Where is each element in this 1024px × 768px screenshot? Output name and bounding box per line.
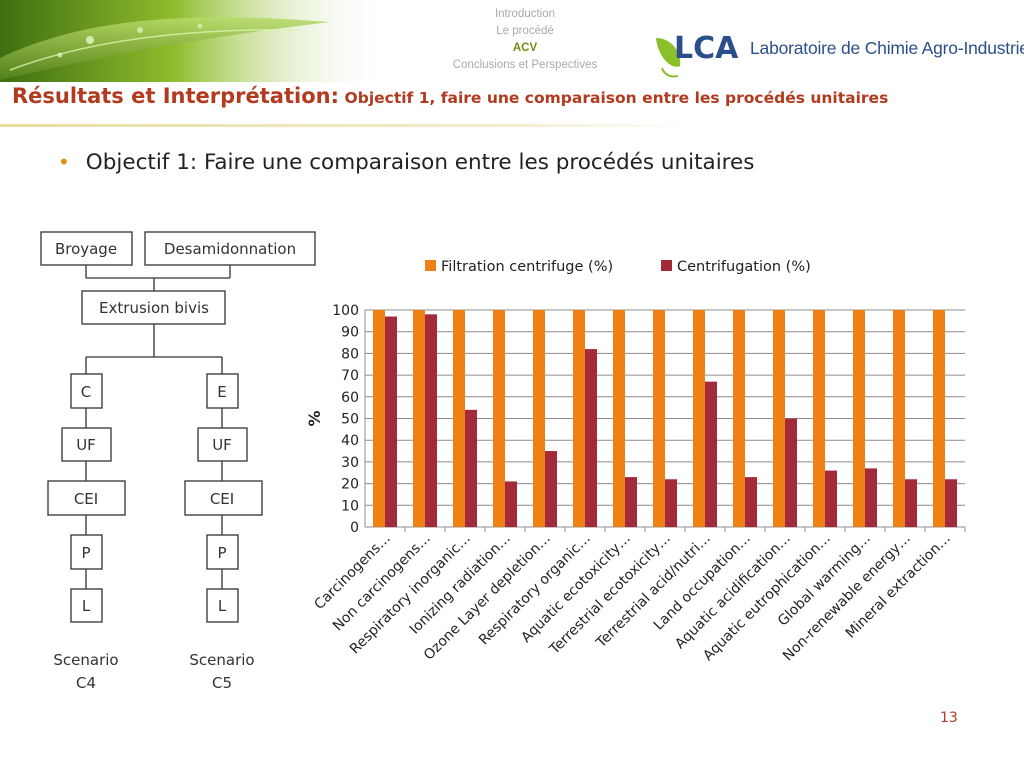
legend-swatch	[425, 260, 436, 271]
bar-filtration	[733, 310, 745, 527]
lca-logo: LCA Laboratoire de Chimie Agro-Industrie…	[650, 8, 1024, 80]
y-tick-label: 50	[341, 412, 359, 428]
scenario-right-code: C5	[212, 674, 232, 692]
leaf-banner-image	[0, 0, 390, 82]
flow-label-right-4: P	[217, 544, 226, 562]
nav-item-procede[interactable]: Le procédé	[496, 25, 554, 37]
y-axis-label: %	[305, 410, 324, 426]
bar-filtration	[533, 310, 545, 527]
bar-centrifugation	[825, 470, 837, 527]
flow-box-left-4	[70, 534, 103, 570]
bar-filtration	[493, 310, 505, 527]
bar-centrifugation	[785, 418, 797, 527]
y-tick-label: 30	[341, 455, 359, 471]
flow-box-right-5	[206, 588, 239, 623]
flow-box-right-3	[184, 480, 263, 516]
legend-label: Centrifugation (%)	[677, 259, 811, 275]
bar-centrifugation	[545, 451, 557, 527]
flow-label-desamidonnation: Desamidonnation	[164, 240, 296, 258]
logo-mark-text: LCA	[674, 31, 739, 66]
flow-connectors	[85, 265, 231, 589]
flow-label-extrusion: Extrusion bivis	[99, 299, 209, 317]
bar-filtration	[453, 310, 465, 527]
flow-label-left-4: P	[81, 544, 90, 562]
y-tick-label: 60	[341, 390, 359, 406]
lca-leaf-icon: LCA	[656, 31, 739, 78]
bar-filtration	[853, 310, 865, 527]
slide-title: Résultats et Interprétation: Objectif 1,…	[12, 84, 1012, 108]
bar-filtration	[573, 310, 585, 527]
bar-filtration	[773, 310, 785, 527]
bar-filtration	[693, 310, 705, 527]
flow-label-right-2: UF	[212, 436, 232, 454]
flow-label-left-2: UF	[76, 436, 96, 454]
legend-swatch	[661, 260, 672, 271]
y-tick-label: 90	[341, 325, 359, 341]
bar-filtration	[813, 310, 825, 527]
bar-centrifugation	[665, 479, 677, 527]
scenario-left-code: C4	[76, 674, 96, 692]
bar-centrifugation	[705, 381, 717, 527]
bar-centrifugation	[625, 477, 637, 527]
process-flow-diagram: Broyage Desamidonnation Extrusion bivis …	[40, 231, 316, 692]
bar-filtration	[373, 310, 385, 527]
y-tick-label: 20	[341, 477, 359, 493]
bar-centrifugation	[745, 477, 757, 527]
bar-filtration	[413, 310, 425, 527]
flow-box-right-1	[206, 373, 239, 409]
bar-centrifugation	[865, 468, 877, 527]
bullet-text: Objectif 1: Faire une comparaison entre …	[85, 150, 755, 175]
legend-label: Filtration centrifuge (%)	[441, 259, 613, 275]
title-underline	[0, 124, 700, 127]
bar-centrifugation	[945, 479, 957, 527]
flow-box-desamidonnation	[144, 231, 316, 266]
flow-box-right-4	[206, 534, 239, 570]
flow-label-right-3: CEI	[210, 490, 234, 508]
y-tick-label: 10	[341, 498, 359, 514]
y-tick-label: 100	[332, 303, 359, 319]
slide-title-sub: Objectif 1, faire une comparaison entre …	[344, 89, 889, 107]
logo-lab-name: Laboratoire de Chimie Agro-Industrielle	[750, 38, 1024, 58]
bar-centrifugation	[385, 316, 397, 527]
bar-centrifugation	[505, 481, 517, 527]
nav-item-introduction[interactable]: Introduction	[494, 8, 556, 20]
y-tick-label: 70	[341, 368, 359, 384]
bar-filtration	[893, 310, 905, 527]
y-tick-label: 40	[341, 433, 359, 449]
flow-label-right-1: E	[217, 383, 226, 401]
impact-bar-chart: 0 10 20 30 40 50 60 70 80 90 100% Carcinogens… Non c…	[270, 240, 990, 700]
flow-box-extrusion	[81, 290, 226, 325]
section-nav: Introduction Le procédé ACV Conclusions …	[420, 6, 630, 74]
bar-centrifugation	[465, 409, 477, 527]
flow-label-broyage: Broyage	[55, 240, 117, 258]
slide-title-main: Résultats et Interprétation:	[12, 84, 339, 108]
bar-filtration	[653, 310, 665, 527]
scenario-left-label: Scenario	[53, 651, 118, 669]
bar-filtration	[933, 310, 945, 527]
scenario-right-label: Scenario	[189, 651, 254, 669]
flow-box-left-5	[70, 588, 103, 623]
slide-number: 13	[940, 710, 958, 726]
bar-filtration	[613, 310, 625, 527]
y-tick-label: 0	[350, 520, 359, 536]
bullet-dot-icon: •	[58, 150, 70, 174]
nav-item-conclusions[interactable]: Conclusions et Perspectives	[452, 59, 598, 71]
y-tick-label: 80	[341, 346, 359, 362]
nav-item-acv[interactable]: ACV	[512, 42, 538, 54]
bullet-item: • Objectif 1: Faire une comparaison entre…	[58, 150, 754, 175]
bar-centrifugation	[585, 349, 597, 527]
bar-centrifugation	[905, 479, 917, 527]
bar-centrifugation	[425, 314, 437, 527]
flow-label-left-1: C	[81, 383, 91, 401]
flow-label-left-5: L	[82, 597, 91, 615]
flow-box-broyage	[40, 231, 133, 266]
flow-label-right-5: L	[218, 597, 227, 615]
flow-label-left-3: CEI	[74, 490, 98, 508]
